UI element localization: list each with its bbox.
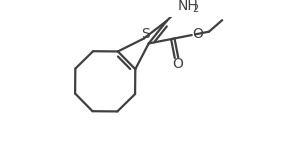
Text: O: O <box>192 27 203 41</box>
Text: O: O <box>172 57 183 71</box>
Text: 2: 2 <box>192 4 199 14</box>
Text: S: S <box>141 27 150 41</box>
Text: NH: NH <box>177 0 198 13</box>
